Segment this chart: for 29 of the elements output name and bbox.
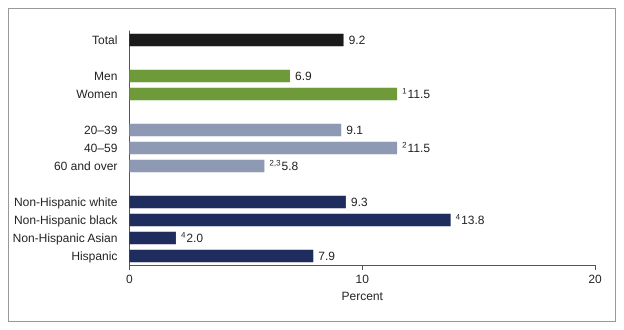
y-tick-label: Hispanic — [71, 249, 118, 263]
y-tick-label: 40–59 — [84, 141, 118, 155]
bar — [129, 34, 344, 46]
x-axis-title: Percent — [342, 288, 384, 303]
bar — [129, 70, 290, 82]
y-tick-label: Women — [76, 87, 118, 101]
data-label: 6.9 — [295, 69, 312, 83]
y-tick-label: Men — [94, 69, 118, 83]
x-tick-label: 10 — [356, 272, 370, 286]
y-tick-label: Non-Hispanic Asian — [12, 231, 118, 245]
data-label: 9.3 — [350, 195, 368, 209]
x-tick-label: 0 — [126, 272, 134, 286]
bar — [129, 232, 176, 244]
bar — [129, 124, 342, 136]
y-tick-label: Non-Hispanic black — [14, 213, 118, 227]
x-tick-label: 20 — [588, 272, 602, 286]
y-tick-label: 60 and over — [54, 159, 118, 173]
bar — [129, 196, 346, 208]
y-tick-label: 20–39 — [84, 123, 118, 137]
data-label: 9.2 — [348, 33, 366, 47]
data-label: 7.9 — [318, 249, 336, 263]
y-tick-label: Total — [92, 33, 118, 47]
bar — [129, 160, 264, 172]
y-tick-label: Non-Hispanic white — [14, 195, 118, 209]
bar — [129, 88, 398, 100]
bar — [129, 142, 398, 154]
bar — [129, 214, 451, 226]
data-label: 9.1 — [346, 123, 364, 137]
bar — [129, 250, 314, 262]
